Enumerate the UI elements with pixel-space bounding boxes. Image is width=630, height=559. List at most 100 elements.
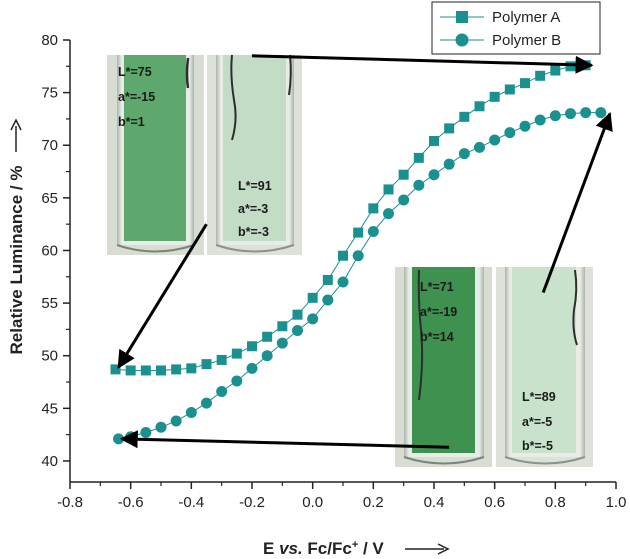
data-point — [413, 152, 424, 163]
x-tick-label: 0.0 — [302, 494, 323, 511]
y-tick-label: 75 — [41, 85, 58, 102]
data-point — [519, 120, 531, 132]
data-point — [580, 107, 592, 119]
legend-marker-polymer-b — [455, 33, 469, 47]
arrow-layer — [117, 54, 613, 449]
data-point — [504, 127, 516, 139]
data-point — [292, 309, 303, 320]
annotation-arrow — [541, 111, 613, 294]
x-tick-label: 0.2 — [363, 494, 384, 511]
data-point — [201, 397, 212, 409]
data-point — [216, 354, 227, 365]
series-0 — [110, 60, 591, 376]
photo-a-reduced: L*=75 a*=-15 b*=1 — [107, 55, 204, 255]
x-tick-label: 0.8 — [545, 494, 566, 511]
data-point — [322, 294, 334, 306]
annotation-arrow — [117, 223, 208, 369]
photo-b-reduced-line-2: a*=-19 — [420, 305, 457, 319]
photo-a-reduced-line-2: a*=-15 — [118, 90, 155, 104]
y-tick-label: 45 — [41, 400, 58, 417]
photo-b-oxidized-line-2: a*=-5 — [522, 415, 552, 429]
y-tick-label: 80 — [41, 32, 58, 49]
data-point — [276, 337, 288, 349]
data-point — [367, 226, 379, 238]
data-point — [125, 365, 136, 376]
x-tick-label: -0.2 — [239, 494, 265, 511]
data-point — [595, 107, 607, 119]
data-point — [261, 350, 273, 362]
x-axis-title: E vs. Fc/Fc+ / V — [263, 539, 384, 558]
data-point — [231, 348, 242, 359]
photo-a-oxidized: L*=91 a*=-3 b*=-3 — [207, 54, 302, 255]
data-point — [565, 61, 576, 72]
data-point — [520, 78, 530, 89]
data-point — [246, 362, 258, 374]
data-point — [170, 415, 182, 427]
photo-b-reduced-line-1: L*=71 — [420, 280, 454, 294]
photo-b-oxidized-line-1: L*=89 — [522, 390, 556, 404]
data-point — [337, 276, 349, 288]
photo-a-oxidized-line-2: a*=-3 — [238, 202, 268, 216]
data-point — [231, 375, 243, 387]
data-point — [398, 194, 410, 206]
x-tick-label: -0.4 — [178, 494, 204, 511]
photo-b-reduced: L*=71 a*=-19 b*=14 — [395, 267, 492, 467]
photo-b-reduced-line-3: b*=14 — [420, 330, 454, 344]
data-point — [444, 123, 455, 134]
data-point — [474, 101, 485, 112]
data-point — [201, 359, 212, 370]
y-axis-arrow — [10, 118, 22, 152]
data-point — [140, 365, 151, 376]
data-point — [458, 148, 470, 160]
data-point — [428, 169, 440, 181]
annotation-arrow — [251, 54, 594, 74]
axis-ticks — [63, 39, 617, 489]
data-point — [534, 114, 546, 126]
data-point — [353, 227, 364, 238]
y-tick-label: 50 — [41, 348, 58, 365]
photo-a-oxidized-line-3: b*=-3 — [238, 225, 269, 239]
data-point — [368, 203, 379, 214]
data-point — [489, 91, 500, 102]
x-tick-label: 0.4 — [424, 494, 445, 511]
data-point — [292, 324, 303, 336]
data-point — [155, 421, 167, 433]
x-tick-label: 1.0 — [606, 494, 627, 511]
data-point — [156, 365, 166, 376]
x-tick-label: -0.6 — [118, 494, 144, 511]
y-tick-label: 60 — [41, 242, 58, 259]
legend-label-polymer-b: Polymer B — [492, 32, 561, 49]
photo-b-oxidized-line-3: b*=-5 — [522, 439, 553, 453]
y-tick-label: 65 — [41, 190, 58, 207]
data-point — [140, 427, 152, 439]
data-point — [110, 364, 121, 375]
photo-a-reduced-line-1: L*=75 — [118, 65, 152, 79]
data-point — [262, 331, 273, 342]
data-point — [277, 321, 288, 332]
data-point — [307, 292, 318, 303]
data-point — [247, 341, 257, 352]
legend-label-polymer-a: Polymer A — [492, 9, 560, 26]
data-point — [443, 158, 455, 170]
photo-a-reduced-line-3: b*=1 — [118, 115, 145, 129]
photo-a-oxidized-line-1: L*=91 — [238, 179, 272, 193]
data-point — [504, 84, 515, 95]
data-point — [322, 274, 333, 285]
data-point — [307, 313, 319, 325]
data-point — [549, 110, 561, 122]
data-point — [429, 136, 439, 147]
data-point — [185, 407, 197, 419]
data-point — [352, 250, 364, 262]
data-point — [216, 385, 228, 397]
data-point — [186, 363, 197, 374]
data-point — [550, 65, 561, 76]
legend: Polymer A Polymer B — [431, 1, 601, 55]
x-tick-label: 0.6 — [484, 494, 505, 511]
y-axis-title: Relative Luminance / % — [7, 166, 26, 355]
data-point — [383, 184, 394, 195]
y-tick-label: 40 — [41, 453, 58, 470]
data-point — [535, 70, 546, 81]
data-point — [413, 179, 425, 191]
y-tick-label: 55 — [41, 295, 58, 312]
